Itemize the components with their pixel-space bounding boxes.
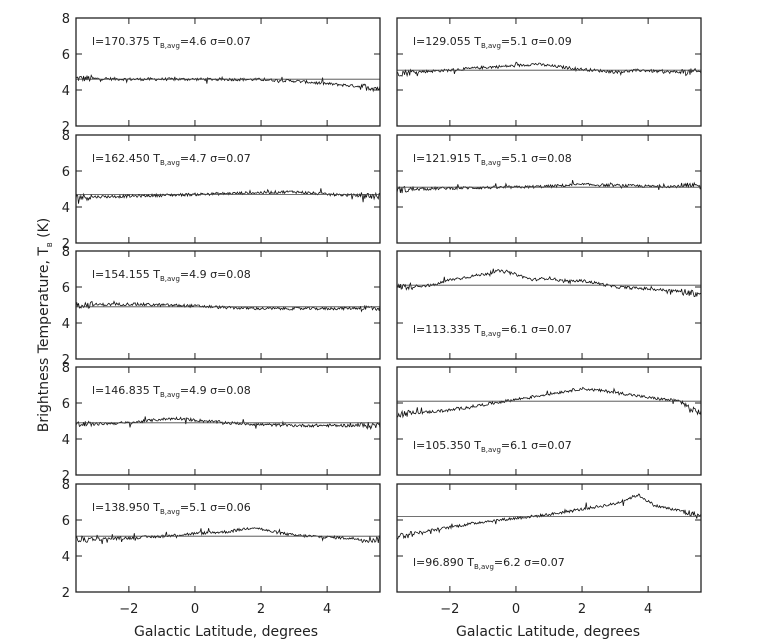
panel: l=121.915 TB,avg=5.1 σ=0.08	[396, 134, 702, 244]
x-tick-label: 0	[191, 602, 199, 617]
y-tick-label: 6	[62, 48, 70, 63]
series-line	[75, 188, 381, 204]
series-line	[396, 386, 702, 419]
panel-frame	[75, 17, 381, 127]
panel: l=105.350 TB,avg=6.1 σ=0.07	[396, 366, 702, 476]
panel-frame	[396, 134, 702, 244]
panel: l=138.950 TB,avg=5.1 σ=0.06	[75, 483, 381, 593]
y-tick-label: 6	[62, 397, 70, 412]
panel-annotation: l=105.350 TB,avg=6.1 σ=0.07	[413, 439, 572, 454]
panel: l=162.450 TB,avg=4.7 σ=0.07	[75, 134, 381, 244]
panel-frame	[396, 483, 702, 593]
panel-annotation: l=162.450 TB,avg=4.7 σ=0.07	[92, 152, 251, 167]
y-tick-label: 8	[62, 12, 70, 27]
panel: l=170.375 TB,avg=4.6 σ=0.07	[75, 17, 381, 127]
y-tick-label: 2	[62, 120, 70, 135]
panel: l=129.055 TB,avg=5.1 σ=0.09	[396, 17, 702, 127]
panel-frame	[75, 134, 381, 244]
panel: l=96.890 TB,avg=6.2 σ=0.07	[396, 483, 702, 593]
panel-grid: l=170.375 TB,avg=4.6 σ=0.07 2 4 6 8 l=129.055…	[62, 12, 702, 617]
y-tick-label: 8	[62, 129, 70, 144]
panel-frame	[75, 366, 381, 476]
panel-frame	[396, 17, 702, 127]
y-axis-title-subscript: B	[46, 242, 54, 247]
y-tick-label: 2	[62, 237, 70, 252]
x-tick-label: −2	[119, 602, 138, 617]
panel-frame	[396, 366, 702, 476]
panel-frame	[75, 250, 381, 360]
x-tick-label: 4	[323, 602, 331, 617]
x-axis-title-right: Galactic Latitude, degrees	[456, 624, 640, 640]
series-line	[396, 268, 702, 298]
y-tick-label: 8	[62, 478, 70, 493]
x-tick-label: 2	[578, 602, 586, 617]
y-tick-label: 6	[62, 514, 70, 529]
y-tick-label: 4	[62, 550, 70, 565]
panel-annotation: l=138.950 TB,avg=5.1 σ=0.06	[92, 501, 251, 516]
y-tick-label: 4	[62, 317, 70, 332]
series-line	[396, 61, 702, 78]
x-axis-title-left: Galactic Latitude, degrees	[134, 624, 318, 640]
y-axis-title-unit: (K)	[36, 218, 52, 243]
series-line	[396, 180, 702, 194]
y-tick-label: 8	[62, 361, 70, 376]
panel: l=113.335 TB,avg=6.1 σ=0.07	[396, 250, 702, 360]
y-tick-label: 6	[62, 165, 70, 180]
y-axis-title: Brightness Temperature, TB (K)	[36, 218, 54, 433]
series-line	[75, 300, 381, 313]
x-tick-label: 0	[512, 602, 520, 617]
y-tick-label: 6	[62, 281, 70, 296]
panel-frame	[75, 483, 381, 593]
panel: l=146.835 TB,avg=4.9 σ=0.08	[75, 366, 381, 476]
y-axis-title-main: Brightness Temperature, T	[36, 247, 52, 433]
x-tick-label: 4	[644, 602, 652, 617]
x-tick-label: −2	[440, 602, 459, 617]
x-tick-label: 2	[257, 602, 265, 617]
series-line	[396, 493, 702, 540]
y-tick-label: 2	[62, 469, 70, 484]
y-tick-label: 8	[62, 245, 70, 260]
y-tick-label: 4	[62, 201, 70, 216]
y-tick-label: 4	[62, 84, 70, 99]
panel-annotation: l=113.335 TB,avg=6.1 σ=0.07	[413, 323, 572, 338]
y-tick-label: 4	[62, 433, 70, 448]
panel: l=154.155 TB,avg=4.9 σ=0.08	[75, 250, 381, 360]
series-line	[75, 74, 381, 93]
panel-annotation: l=96.890 TB,avg=6.2 σ=0.07	[413, 556, 565, 571]
panel-frame	[396, 250, 702, 360]
panel-annotation: l=129.055 TB,avg=5.1 σ=0.09	[413, 35, 572, 50]
panel-annotation: l=170.375 TB,avg=4.6 σ=0.07	[92, 35, 251, 50]
panel-annotation: l=146.835 TB,avg=4.9 σ=0.08	[92, 384, 251, 399]
panel-annotation: l=121.915 TB,avg=5.1 σ=0.08	[413, 152, 572, 167]
panel-annotation: l=154.155 TB,avg=4.9 σ=0.08	[92, 268, 251, 283]
y-tick-label: 2	[62, 586, 70, 601]
y-tick-label: 2	[62, 353, 70, 368]
